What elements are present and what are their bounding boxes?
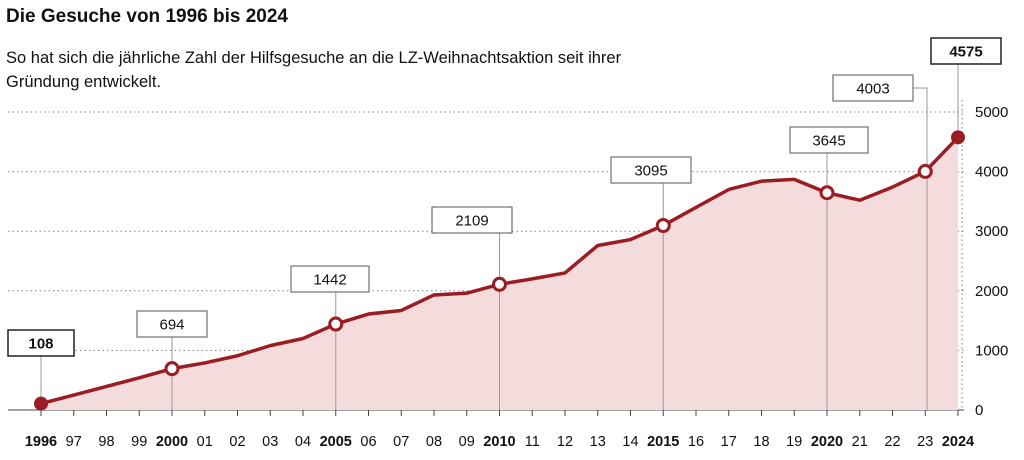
data-point-marker bbox=[34, 396, 48, 411]
callout-box bbox=[930, 37, 1002, 65]
y-tick-label: 3000 bbox=[975, 223, 1008, 240]
x-tick-label: 17 bbox=[721, 434, 737, 450]
markers bbox=[34, 130, 965, 411]
callout-box bbox=[431, 206, 513, 234]
x-tick-label: 04 bbox=[295, 434, 311, 450]
x-tick-label: 2020 bbox=[811, 434, 843, 450]
x-tick-label: 98 bbox=[98, 434, 114, 450]
callout-box bbox=[7, 329, 75, 357]
x-tick-label: 11 bbox=[525, 434, 540, 450]
x-tick-label: 16 bbox=[688, 434, 704, 450]
callout-3095: 3095 bbox=[610, 156, 692, 184]
chart-title: Die Gesuche von 1996 bis 2024 bbox=[6, 6, 288, 27]
data-label: 4575 bbox=[949, 44, 982, 61]
x-tick-label: 19 bbox=[786, 434, 802, 450]
callout-leaders bbox=[40, 64, 959, 410]
data-point-marker bbox=[328, 316, 344, 332]
data-label: 694 bbox=[159, 317, 184, 334]
x-tick-label: 99 bbox=[131, 434, 147, 450]
x-tick-label: 21 bbox=[852, 434, 868, 450]
x-tick-label: 1996 bbox=[25, 434, 57, 450]
x-tick-label: 2005 bbox=[320, 434, 352, 450]
callouts: 108 694 1442 2109 3095 3645 4003 4575 bbox=[7, 37, 1002, 357]
data-label: 4003 bbox=[856, 81, 889, 98]
x-axis: 1996 97 98 99 2000 01 02 03 04 2005 06 07 08 09 2010 11… bbox=[25, 410, 974, 450]
callout-1442: 1442 bbox=[290, 265, 370, 293]
data-label: 2109 bbox=[455, 213, 488, 230]
callout-4003: 4003 bbox=[832, 74, 914, 102]
data-label: 1442 bbox=[313, 272, 346, 289]
data-label: 3645 bbox=[812, 133, 845, 150]
x-tick-label: 2024 bbox=[942, 434, 974, 450]
x-tick-label: 18 bbox=[753, 434, 769, 450]
callout-box bbox=[610, 156, 692, 184]
data-label: 3095 bbox=[634, 163, 667, 180]
x-tick-label: 09 bbox=[459, 434, 475, 450]
x-tick-label: 08 bbox=[426, 434, 442, 450]
data-point-marker bbox=[951, 130, 965, 145]
y-tick-label: 1000 bbox=[975, 342, 1008, 359]
data-point-marker bbox=[492, 276, 507, 292]
x-tick-label: 97 bbox=[66, 434, 82, 450]
x-tick-label: 03 bbox=[262, 434, 278, 450]
callout-4575: 4575 bbox=[930, 37, 1002, 65]
x-tick-label: 2000 bbox=[156, 434, 188, 450]
data-point-marker bbox=[164, 361, 180, 377]
y-tick-label: 2000 bbox=[975, 283, 1008, 300]
y-tick-label: 0 bbox=[975, 402, 983, 419]
area-layer bbox=[41, 137, 958, 410]
data-label: 108 bbox=[28, 336, 53, 353]
x-tick-label: 14 bbox=[622, 434, 638, 450]
callout-box bbox=[789, 126, 869, 154]
x-tick-label: 22 bbox=[884, 434, 900, 450]
x-tick-label: 2010 bbox=[483, 434, 515, 450]
y-tick-label: 5000 bbox=[975, 104, 1008, 121]
callout-box bbox=[290, 265, 370, 293]
chart-subtitle: So hat sich die jährliche Zahl der Hilfs… bbox=[6, 49, 622, 91]
data-point-marker bbox=[819, 185, 835, 201]
callout-2109: 2109 bbox=[431, 206, 513, 234]
x-tick-label: 12 bbox=[557, 434, 573, 450]
data-point-marker bbox=[655, 218, 671, 234]
x-tick-label: 02 bbox=[229, 434, 245, 450]
callout-108: 108 bbox=[7, 329, 75, 357]
x-tick-label: 07 bbox=[393, 434, 409, 450]
x-tick-label: 2015 bbox=[647, 434, 679, 450]
callout-leader bbox=[913, 87, 928, 410]
x-tick-label: 06 bbox=[360, 434, 376, 450]
callout-box bbox=[136, 310, 208, 338]
callout-694: 694 bbox=[136, 310, 208, 338]
x-tick-label: 01 bbox=[197, 434, 213, 450]
y-tick-label: 4000 bbox=[975, 164, 1008, 181]
area-fill bbox=[41, 137, 958, 410]
callout-box bbox=[832, 74, 914, 102]
x-tick-label: 13 bbox=[590, 434, 606, 450]
y-axis: 0 1000 2000 3000 4000 5000 bbox=[975, 104, 1008, 419]
callout-3645: 3645 bbox=[789, 126, 869, 154]
x-tick-label: 23 bbox=[917, 434, 933, 450]
data-point-marker bbox=[917, 163, 933, 179]
